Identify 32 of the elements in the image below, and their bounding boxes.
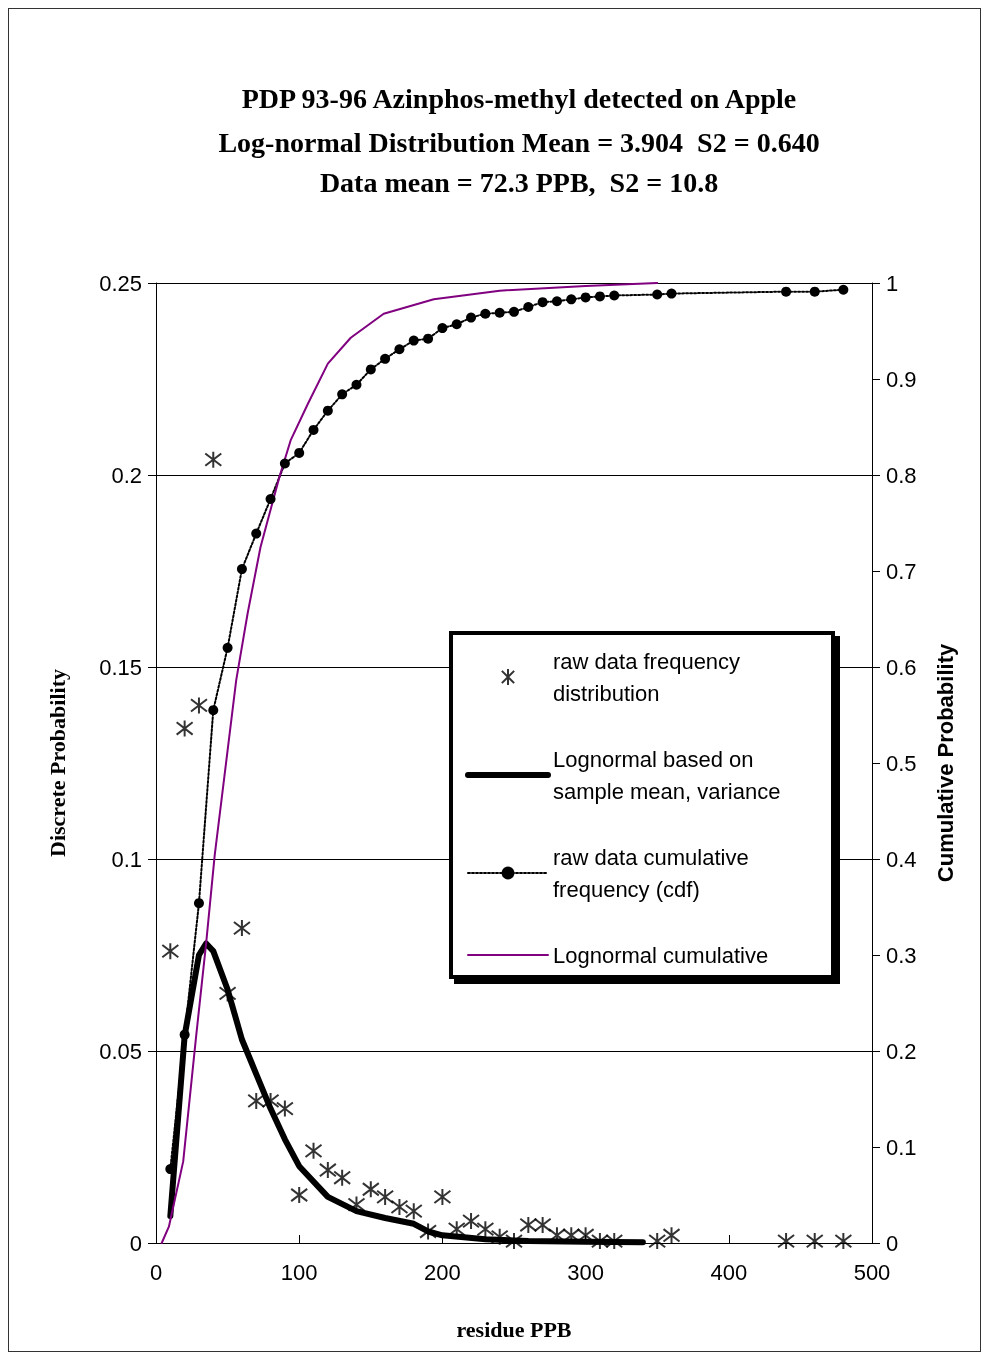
- y2-tick-label: 0.9: [886, 366, 917, 392]
- y2-tick-label: 0.5: [886, 750, 917, 776]
- x-tick-label: 0: [149, 1259, 163, 1285]
- x-tick-label: 400: [710, 1259, 748, 1285]
- y2-tick-label: 0.1: [886, 1134, 917, 1160]
- y2-tick-label: 0.7: [886, 558, 917, 584]
- y-tick-label: 0.1: [111, 846, 142, 872]
- y-tick-label: 0.15: [99, 654, 142, 680]
- x-tick-label: 200: [424, 1259, 461, 1285]
- y-tick-label: 0.05: [99, 1038, 142, 1064]
- legend-label: Lognormal based on sample mean, variance: [553, 746, 781, 804]
- x-tick-label: 500: [853, 1259, 891, 1285]
- y-tick-label: 0.25: [99, 270, 142, 296]
- y2-tick-label: 0.4: [886, 846, 917, 872]
- x-tick-label: 100: [280, 1259, 318, 1285]
- x-axis-title: residue PPB: [456, 1316, 572, 1342]
- x-tick-label: 300: [567, 1259, 604, 1285]
- y2-tick-label: 0.8: [886, 462, 917, 488]
- chart-title: PDP 93-96 Azinphos-methyl detected on Apple: [241, 82, 797, 114]
- y-tick-label: 0: [129, 1230, 142, 1256]
- y2-tick-label: 0.2: [886, 1038, 917, 1064]
- legend-label: raw data frequency distribution: [553, 648, 747, 706]
- y2-tick-label: 0.6: [886, 654, 917, 680]
- y2-axis-title: Cumulative Probability: [932, 643, 958, 883]
- y2-tick-label: 1: [886, 270, 899, 296]
- y-axis-title: Discrete Probability: [44, 669, 70, 857]
- legend-label: raw data cumulative frequency (cdf): [553, 844, 755, 902]
- y2-tick-label: 0: [886, 1230, 899, 1256]
- y2-tick-label: 0.3: [886, 942, 917, 968]
- legend-label: Lognormal cumulative: [553, 942, 769, 968]
- y-tick-label: 0.2: [111, 462, 142, 488]
- chart-subtitle: Log-normal Distribution Mean = 3.904 S2 = 0.640 Data mean = 72.3 PPB, S2 = 10.8: [218, 126, 820, 198]
